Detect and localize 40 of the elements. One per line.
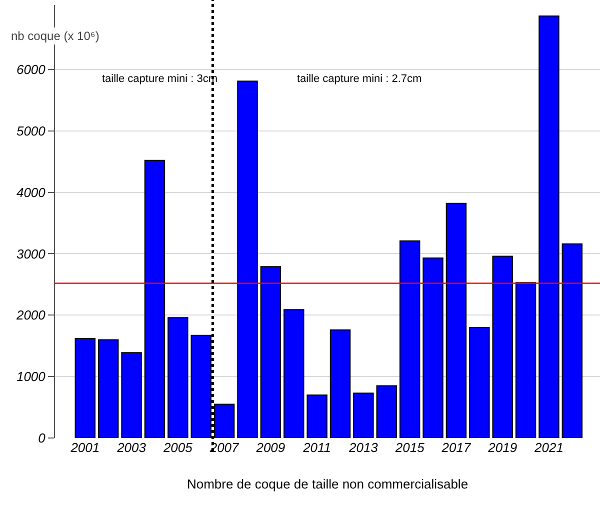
bar — [144, 160, 166, 438]
x-tick-label: 2001 — [70, 440, 100, 455]
x-tick-label: 2005 — [162, 440, 194, 455]
bar — [422, 258, 444, 438]
bar — [492, 256, 513, 438]
bar — [168, 317, 188, 438]
y-tick-label: 5000 — [16, 123, 46, 138]
y-tick-label: 1000 — [16, 369, 46, 384]
bar — [306, 394, 328, 438]
bar — [330, 329, 351, 438]
x-tick-label: 2017 — [440, 440, 472, 455]
x-tick-label: 2003 — [116, 440, 147, 455]
x-tick-label: 2021 — [534, 440, 564, 455]
y-tick-label: 0 — [38, 430, 46, 446]
x-tick-label: 2011 — [302, 440, 332, 455]
bar — [515, 282, 536, 438]
x-tick-label: 2009 — [255, 440, 286, 455]
y-tick-label: 6000 — [16, 62, 46, 78]
y-tick-label: 2000 — [15, 308, 46, 323]
x-tick-label: 2013 — [348, 440, 379, 455]
bar — [121, 352, 142, 438]
y-tick-label: 4000 — [16, 184, 46, 200]
bar — [98, 339, 119, 438]
x-tick-label: 2015 — [394, 440, 426, 455]
y-axis-title: nb coque (x 10⁶) — [11, 29, 100, 43]
bar — [353, 392, 374, 438]
bar — [74, 338, 96, 438]
y-tick-label: 3000 — [16, 246, 46, 262]
bar — [399, 240, 420, 438]
bar — [376, 385, 397, 438]
bar — [237, 80, 258, 438]
bar — [284, 309, 304, 438]
bar — [469, 326, 490, 438]
bar — [260, 266, 282, 438]
bar — [538, 16, 560, 438]
x-tick-label: 2019 — [487, 440, 518, 455]
bar — [562, 243, 583, 438]
bar — [446, 202, 467, 438]
annotation: taille capture mini : 2.7cm — [297, 73, 422, 85]
x-axis-title: Nombre de coque de taille non commercialisable — [186, 476, 468, 492]
